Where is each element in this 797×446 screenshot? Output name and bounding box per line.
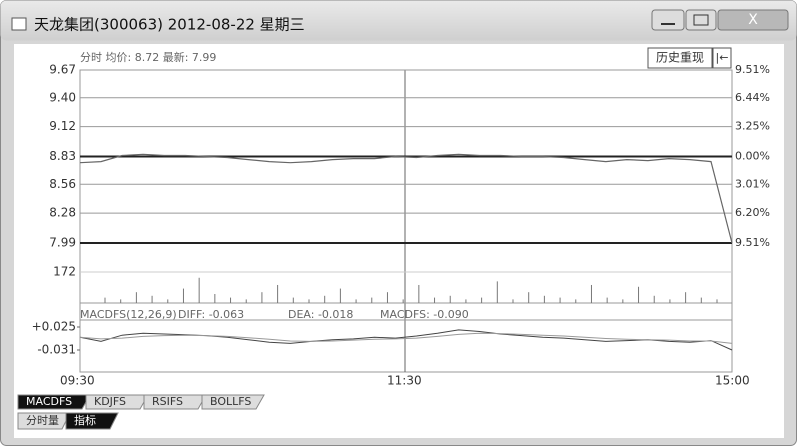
minimize-button[interactable]: [651, 9, 685, 31]
percent-tick-label: 3.01%: [735, 177, 770, 190]
price-tick-label: 9.67: [49, 63, 76, 77]
time-label: 11:30: [387, 374, 422, 388]
macd-header-macd: MACDFS: -0.090: [380, 308, 469, 321]
macd-header-dea: DEA: -0.018: [288, 308, 353, 321]
time-label: 09:30: [60, 374, 95, 388]
tab[interactable]: [85, 394, 149, 410]
price-tick-label: 9.40: [49, 90, 76, 104]
tab[interactable]: [143, 394, 207, 410]
subtab[interactable]: [65, 412, 119, 430]
percent-tick-label: 3.25%: [735, 120, 770, 133]
subtab-label[interactable]: 指标: [74, 413, 96, 427]
volume-tick-label: 172: [53, 265, 76, 279]
collapse-button[interactable]: [712, 47, 732, 69]
close-button[interactable]: [717, 9, 789, 31]
svg-text:|←: |←: [716, 51, 729, 64]
macd-header-diff: DIFF: -0.063: [178, 308, 244, 321]
tab-label[interactable]: MACDFS: [26, 395, 72, 408]
percent-tick-label: 6.44%: [735, 91, 770, 104]
price-tick-label: 9.12: [49, 119, 76, 133]
percent-tick-label: 6.20%: [735, 206, 770, 219]
maximize-button[interactable]: [685, 9, 717, 31]
macd-tick-label: +0.025: [32, 320, 76, 334]
percent-tick-label: 9.51%: [735, 236, 770, 249]
header-info: 分时 均价: 8.72 最新: 7.99: [80, 50, 216, 64]
window-title: 天龙集团(300063) 2012-08-22 星期三: [34, 16, 305, 34]
price-tick-label: 8.28: [49, 206, 76, 220]
tab-label[interactable]: KDJFS: [94, 395, 126, 408]
macd-dea-line: [79, 332, 733, 344]
percent-tick-label: 9.51%: [735, 63, 770, 76]
tab-label[interactable]: RSIFS: [152, 395, 183, 408]
price-tick-label: 8.83: [49, 149, 76, 163]
title-bar: [0, 0, 797, 41]
subtab-label[interactable]: 分时量: [26, 414, 59, 427]
tab[interactable]: [17, 394, 91, 410]
price-tick-label: 7.99: [49, 236, 76, 250]
price-tick-label: 8.56: [49, 177, 76, 191]
tab-label[interactable]: BOLLFS: [210, 395, 251, 408]
macd-header-title: MACDFS(12,26,9): [80, 308, 177, 321]
time-label: 15:00: [715, 374, 750, 388]
percent-tick-label: 0.00%: [735, 150, 770, 163]
history-button[interactable]: [647, 47, 713, 69]
tab[interactable]: [201, 394, 265, 410]
subtab[interactable]: [17, 412, 71, 430]
price-line: [79, 153, 733, 244]
macd-tick-label: -0.031: [37, 343, 76, 357]
history-button-label[interactable]: 历史重现: [656, 51, 704, 65]
svg-text:X: X: [748, 12, 758, 28]
app-icon: [11, 17, 27, 31]
